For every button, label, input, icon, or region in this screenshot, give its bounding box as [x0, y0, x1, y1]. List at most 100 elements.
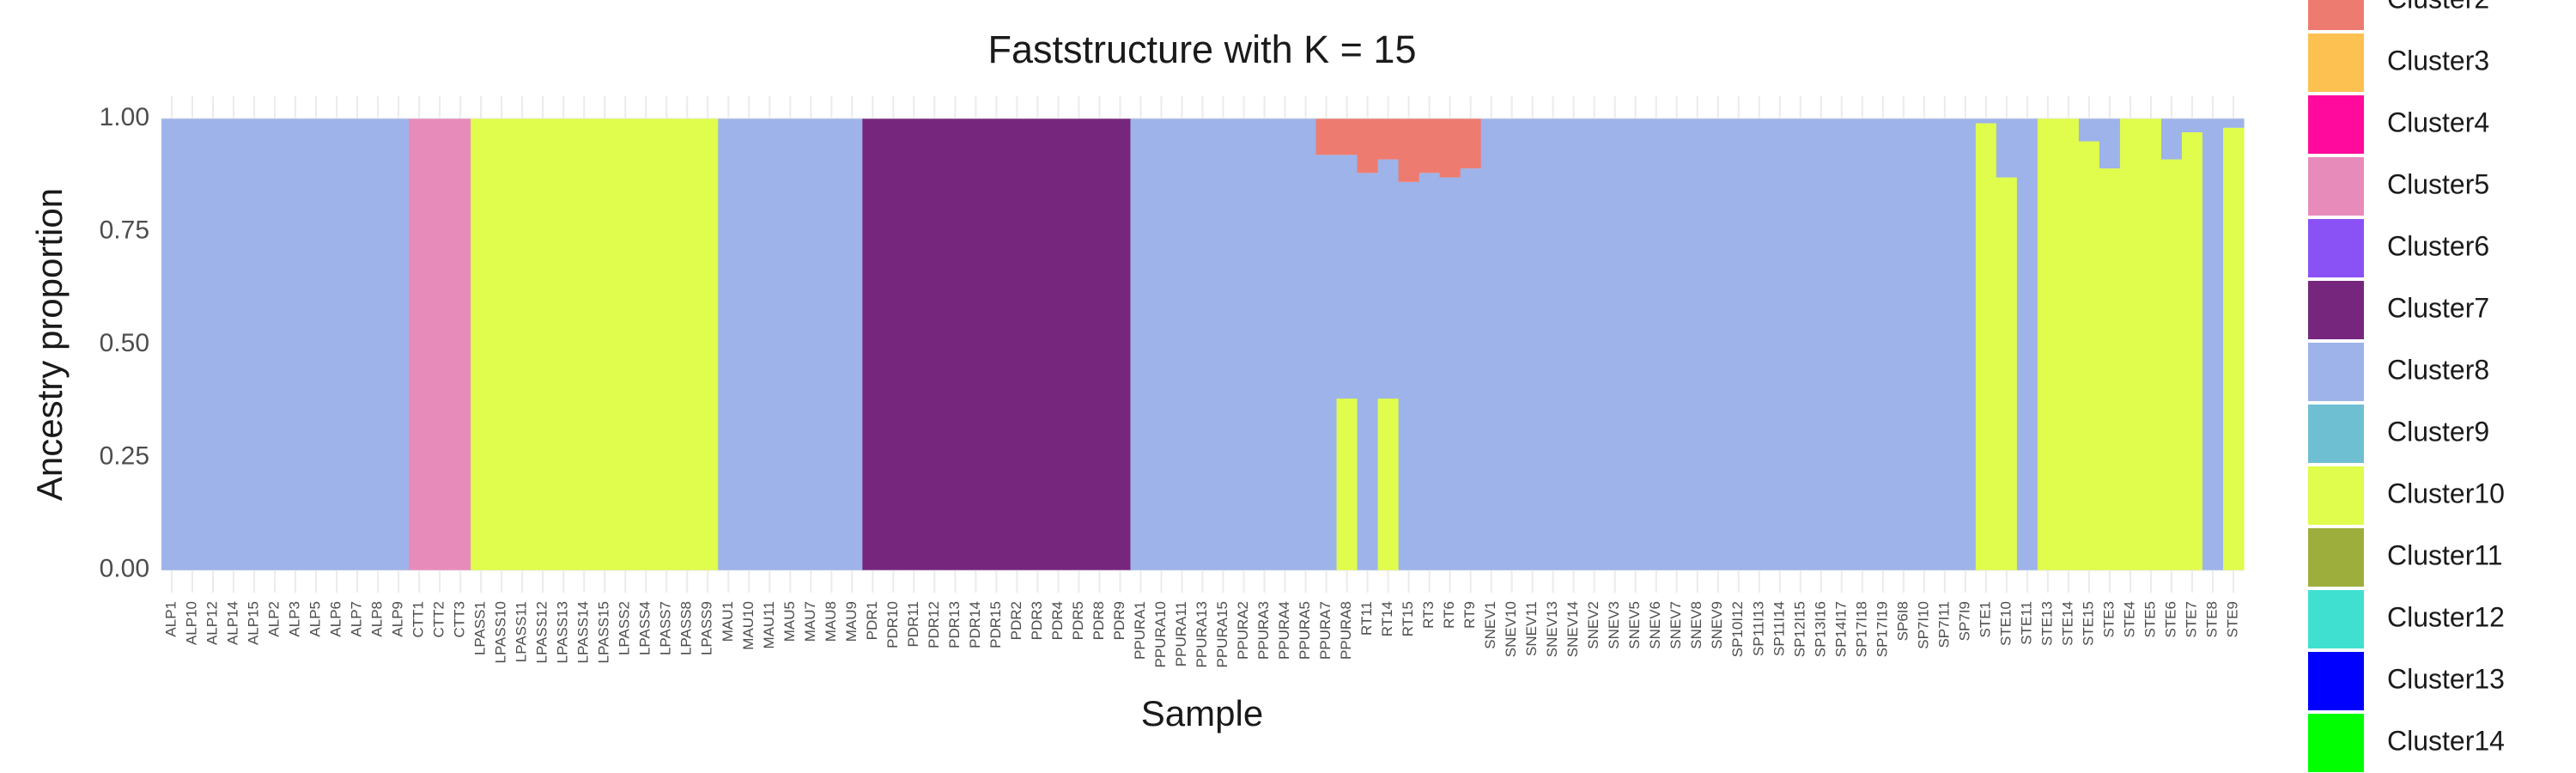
- x-tick-label: PPURA10: [1152, 601, 1169, 667]
- bar-segment: [1357, 173, 1379, 570]
- bar-segment: [1542, 119, 1564, 570]
- x-tick-label: LPASS9: [699, 601, 715, 655]
- bar-segment: [2202, 119, 2224, 570]
- x-tick-label: PDR11: [905, 601, 921, 648]
- x-tick-label: LPASS4: [637, 601, 653, 655]
- bar-segment: [883, 119, 904, 570]
- bar-segment: [450, 119, 471, 570]
- x-tick-label: SP7I9: [1956, 601, 1972, 641]
- legend-label: Cluster10: [2387, 478, 2505, 508]
- y-axis-title: Ancestry proportion: [29, 188, 70, 501]
- x-tick-label: STE6: [2162, 601, 2178, 638]
- bar-segment: [2181, 119, 2203, 133]
- x-tick-label: SNEV6: [1647, 601, 1663, 649]
- x-tick-label: STE9: [2224, 601, 2240, 638]
- bar-segment: [574, 119, 595, 570]
- x-tick-label: LPASS8: [678, 601, 695, 655]
- bar-segment: [1027, 119, 1049, 570]
- bar-segment: [862, 119, 884, 570]
- bar-segment: [1439, 177, 1461, 570]
- bar-segment: [945, 119, 966, 570]
- legend-label: Cluster5: [2387, 168, 2489, 199]
- x-tick-label: SNEV7: [1668, 601, 1684, 649]
- bar-segment: [2099, 168, 2121, 570]
- x-tick-label: ALP5: [307, 601, 324, 637]
- bar-segment: [306, 119, 327, 570]
- x-tick-label: PPURA13: [1194, 601, 1210, 667]
- bar-segment: [2057, 119, 2080, 570]
- bar-segment: [2160, 119, 2183, 160]
- bar-segment: [1315, 119, 1338, 155]
- x-tick-label: LPASS7: [658, 601, 674, 655]
- bar-segment: [244, 119, 265, 570]
- x-tick-label: PDR15: [987, 601, 1004, 648]
- bar-segment: [1686, 119, 1709, 570]
- legend-swatch: [2308, 33, 2364, 92]
- x-tick-label: PDR5: [1070, 601, 1086, 640]
- x-tick-label: SP14I17: [1832, 601, 1849, 657]
- x-tick-label: SNEV8: [1688, 601, 1704, 649]
- legend-label: Cluster14: [2387, 725, 2505, 756]
- legend-swatch: [2308, 157, 2364, 216]
- legend-swatch: [2308, 343, 2364, 401]
- bar-segment: [1789, 119, 1812, 570]
- x-tick-label: STE3: [2100, 601, 2117, 638]
- bar-segment: [368, 119, 389, 570]
- x-tick-label: LPASS15: [596, 601, 612, 663]
- x-tick-label: ALP6: [328, 601, 344, 637]
- x-tick-label: SP12I15: [1791, 601, 1807, 657]
- bar-segment: [1604, 119, 1626, 570]
- legend-label: Cluster12: [2387, 601, 2505, 632]
- x-tick-label: ALP3: [287, 601, 303, 637]
- x-tick-label: PPURA1: [1132, 601, 1148, 660]
- x-tick-label: PDR4: [1049, 601, 1066, 640]
- legend-label: Cluster7: [2387, 292, 2489, 323]
- bar-segment: [718, 119, 739, 570]
- bar-segment: [1851, 119, 1874, 570]
- bar-segment: [264, 119, 286, 570]
- x-tick-label: STE1: [1977, 601, 1993, 638]
- bar-segment: [1439, 119, 1461, 178]
- x-tick-label: SP17I18: [1853, 601, 1869, 657]
- x-tick-label: PPURA8: [1338, 601, 1354, 660]
- bar-segment: [1769, 119, 1791, 570]
- bar-segment: [1295, 119, 1317, 570]
- x-tick-label: PPURA4: [1276, 601, 1292, 660]
- x-tick-label: ALP10: [183, 601, 199, 645]
- legend-swatch: [2308, 95, 2364, 154]
- legend-label: Cluster13: [2387, 663, 2505, 694]
- legend-swatch: [2308, 219, 2364, 277]
- x-tick-label: RT6: [1441, 601, 1457, 629]
- x-tick-label: STE5: [2142, 601, 2158, 638]
- bar-segment: [1398, 119, 1420, 182]
- x-tick-label: ALP8: [369, 601, 386, 637]
- x-tick-label: MAU9: [843, 601, 860, 642]
- x-tick-label: SP6I8: [1894, 601, 1911, 641]
- x-tick-label: STE8: [2203, 601, 2220, 638]
- x-tick-label: PPURA7: [1317, 601, 1334, 660]
- bar-segment: [738, 119, 760, 570]
- bar-segment: [491, 119, 513, 570]
- x-tick-label: PDR13: [946, 601, 963, 648]
- x-tick-label: MAU7: [802, 601, 818, 642]
- x-tick-label: SP7I11: [1935, 601, 1952, 648]
- bar-segment: [429, 119, 451, 570]
- bar-segment: [1048, 119, 1070, 570]
- bar-segment: [1913, 119, 1935, 570]
- bar-segment: [1810, 119, 1832, 570]
- y-tick-label: 0.75: [100, 216, 149, 245]
- bar-segment: [1398, 181, 1420, 570]
- bar-segment: [2160, 159, 2183, 570]
- bar-segment: [594, 119, 616, 570]
- x-tick-label: LPASS10: [493, 601, 509, 663]
- bar-segment: [2140, 119, 2162, 570]
- bar-segment: [821, 119, 842, 570]
- bar-segment: [1151, 119, 1173, 570]
- bar-segment: [697, 119, 719, 570]
- x-tick-label: SNEV14: [1564, 601, 1581, 657]
- x-tick-label: RT11: [1358, 601, 1375, 636]
- x-tick-label: PPURA3: [1255, 601, 1272, 660]
- bar-segment: [1996, 119, 2018, 178]
- bar-segment: [203, 119, 224, 570]
- x-tick-label: SNEV5: [1626, 601, 1643, 649]
